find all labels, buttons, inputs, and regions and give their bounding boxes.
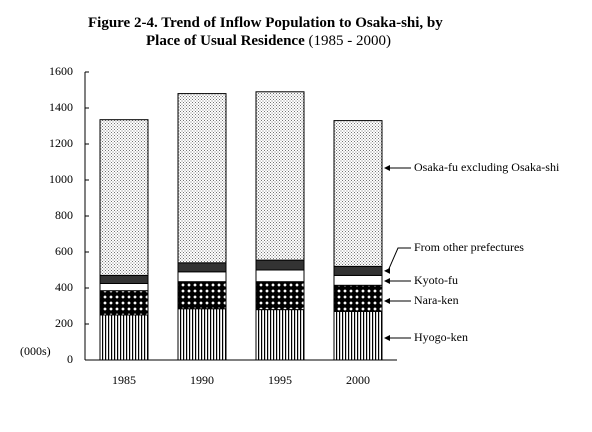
legend-arrowhead [384, 267, 390, 274]
y-tick-label: 800 [55, 208, 73, 222]
bar-segment [99, 283, 149, 292]
bar-segment [177, 281, 227, 310]
legend-arrowhead [384, 335, 390, 341]
y-tick-label: 1400 [49, 100, 73, 114]
bar-segment [177, 262, 227, 273]
bar-segment [99, 290, 149, 316]
bar-segment [99, 314, 149, 361]
chart-title: Figure 2-4. Trend of Inflow Population t… [88, 15, 443, 49]
y-tick-label: 400 [55, 280, 73, 294]
bar-segment [99, 274, 149, 284]
legend-arrowhead [384, 278, 390, 284]
y-tick-label: 600 [55, 244, 73, 258]
bar-segment [333, 265, 383, 276]
bar-segment [177, 93, 227, 264]
y-tick-label: 1600 [49, 64, 73, 78]
bar-segment [255, 91, 305, 261]
bar-segment [255, 281, 305, 311]
y-tick-label: 1000 [49, 172, 73, 186]
x-tick-label: 1995 [268, 373, 292, 387]
x-tick-label: 1990 [190, 373, 214, 387]
bar-segment [255, 269, 305, 283]
y-tick-label: 0 [67, 352, 73, 366]
bar-segment [333, 284, 383, 312]
x-tick-label: 1985 [112, 373, 136, 387]
legend-label: Hyogo-ken [414, 330, 468, 344]
bar-segment [333, 310, 383, 361]
x-tick-label: 2000 [346, 373, 370, 387]
legend-label: Kyoto-fu [414, 273, 458, 287]
y-tick-label: 200 [55, 316, 73, 330]
bar-segment [333, 120, 383, 267]
bar-segment [255, 309, 305, 361]
legend-arrowhead [384, 298, 390, 304]
chart-subtitle: (1985 - 2000) [308, 33, 391, 49]
legend-label: From other prefectures [414, 240, 524, 254]
legend-pointer [387, 247, 411, 272]
bar-segment [177, 308, 227, 361]
bar-segment [333, 274, 383, 286]
title-block: Figure 2-4. Trend of Inflow Population t… [88, 14, 476, 50]
bar-segment [177, 271, 227, 283]
y-axis-label: (000s) [20, 344, 51, 358]
legend-label: Nara-ken [414, 293, 459, 307]
y-tick-label: 1200 [49, 136, 73, 150]
bar-segment [255, 259, 305, 271]
legend-label: Osaka-fu excluding Osaka-shi [414, 160, 560, 174]
legend-arrowhead [384, 165, 390, 171]
bar-segment [99, 119, 149, 276]
